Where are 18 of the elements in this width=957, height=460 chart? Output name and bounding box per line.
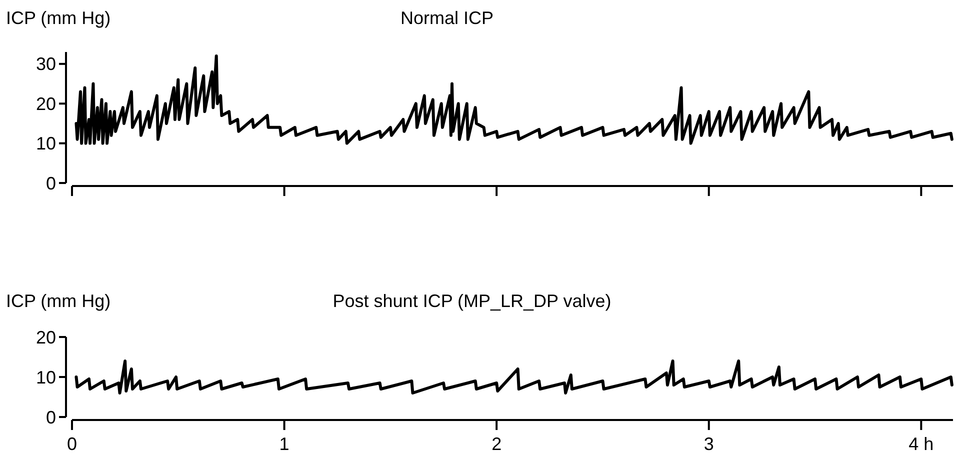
- y-axis-title: ICP (mm Hg): [6, 291, 111, 311]
- y-tick-label: 0: [46, 407, 56, 428]
- x-tick-label: 0: [66, 434, 78, 454]
- x-tick-label: 2: [492, 434, 502, 454]
- y-tick-label: 20: [36, 327, 56, 348]
- x-tick-label: 4 h: [908, 434, 934, 454]
- y-tick-label: 10: [36, 367, 56, 388]
- y-tick-label: 30: [36, 54, 56, 74]
- line-series: [74, 360, 954, 394]
- line-series: [74, 54, 954, 145]
- y-tick-label: 20: [36, 94, 56, 114]
- y-axis-title: ICP (mm Hg): [6, 8, 111, 28]
- x-tick-label: 1: [279, 434, 290, 454]
- y-tick-label: 10: [36, 134, 56, 154]
- y-tick-label: 0: [46, 173, 56, 194]
- chart-title: Post shunt ICP (MP_LR_DP valve): [332, 291, 612, 311]
- x-tick-label: 3: [704, 434, 714, 454]
- chart-title: Normal ICP: [400, 8, 494, 28]
